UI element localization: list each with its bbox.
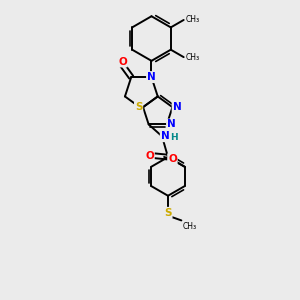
Text: CH₃: CH₃	[186, 16, 200, 25]
Text: O: O	[145, 151, 154, 160]
Text: N: N	[160, 131, 169, 141]
Text: S: S	[164, 208, 172, 218]
Text: N: N	[172, 102, 181, 112]
Text: N: N	[167, 119, 176, 129]
Text: CH₃: CH₃	[186, 52, 200, 62]
Text: O: O	[118, 57, 127, 67]
Text: S: S	[135, 102, 142, 112]
Text: CH₃: CH₃	[183, 222, 197, 231]
Text: N: N	[147, 72, 156, 82]
Text: H: H	[170, 133, 178, 142]
Text: O: O	[168, 154, 177, 164]
Text: N: N	[147, 72, 156, 82]
